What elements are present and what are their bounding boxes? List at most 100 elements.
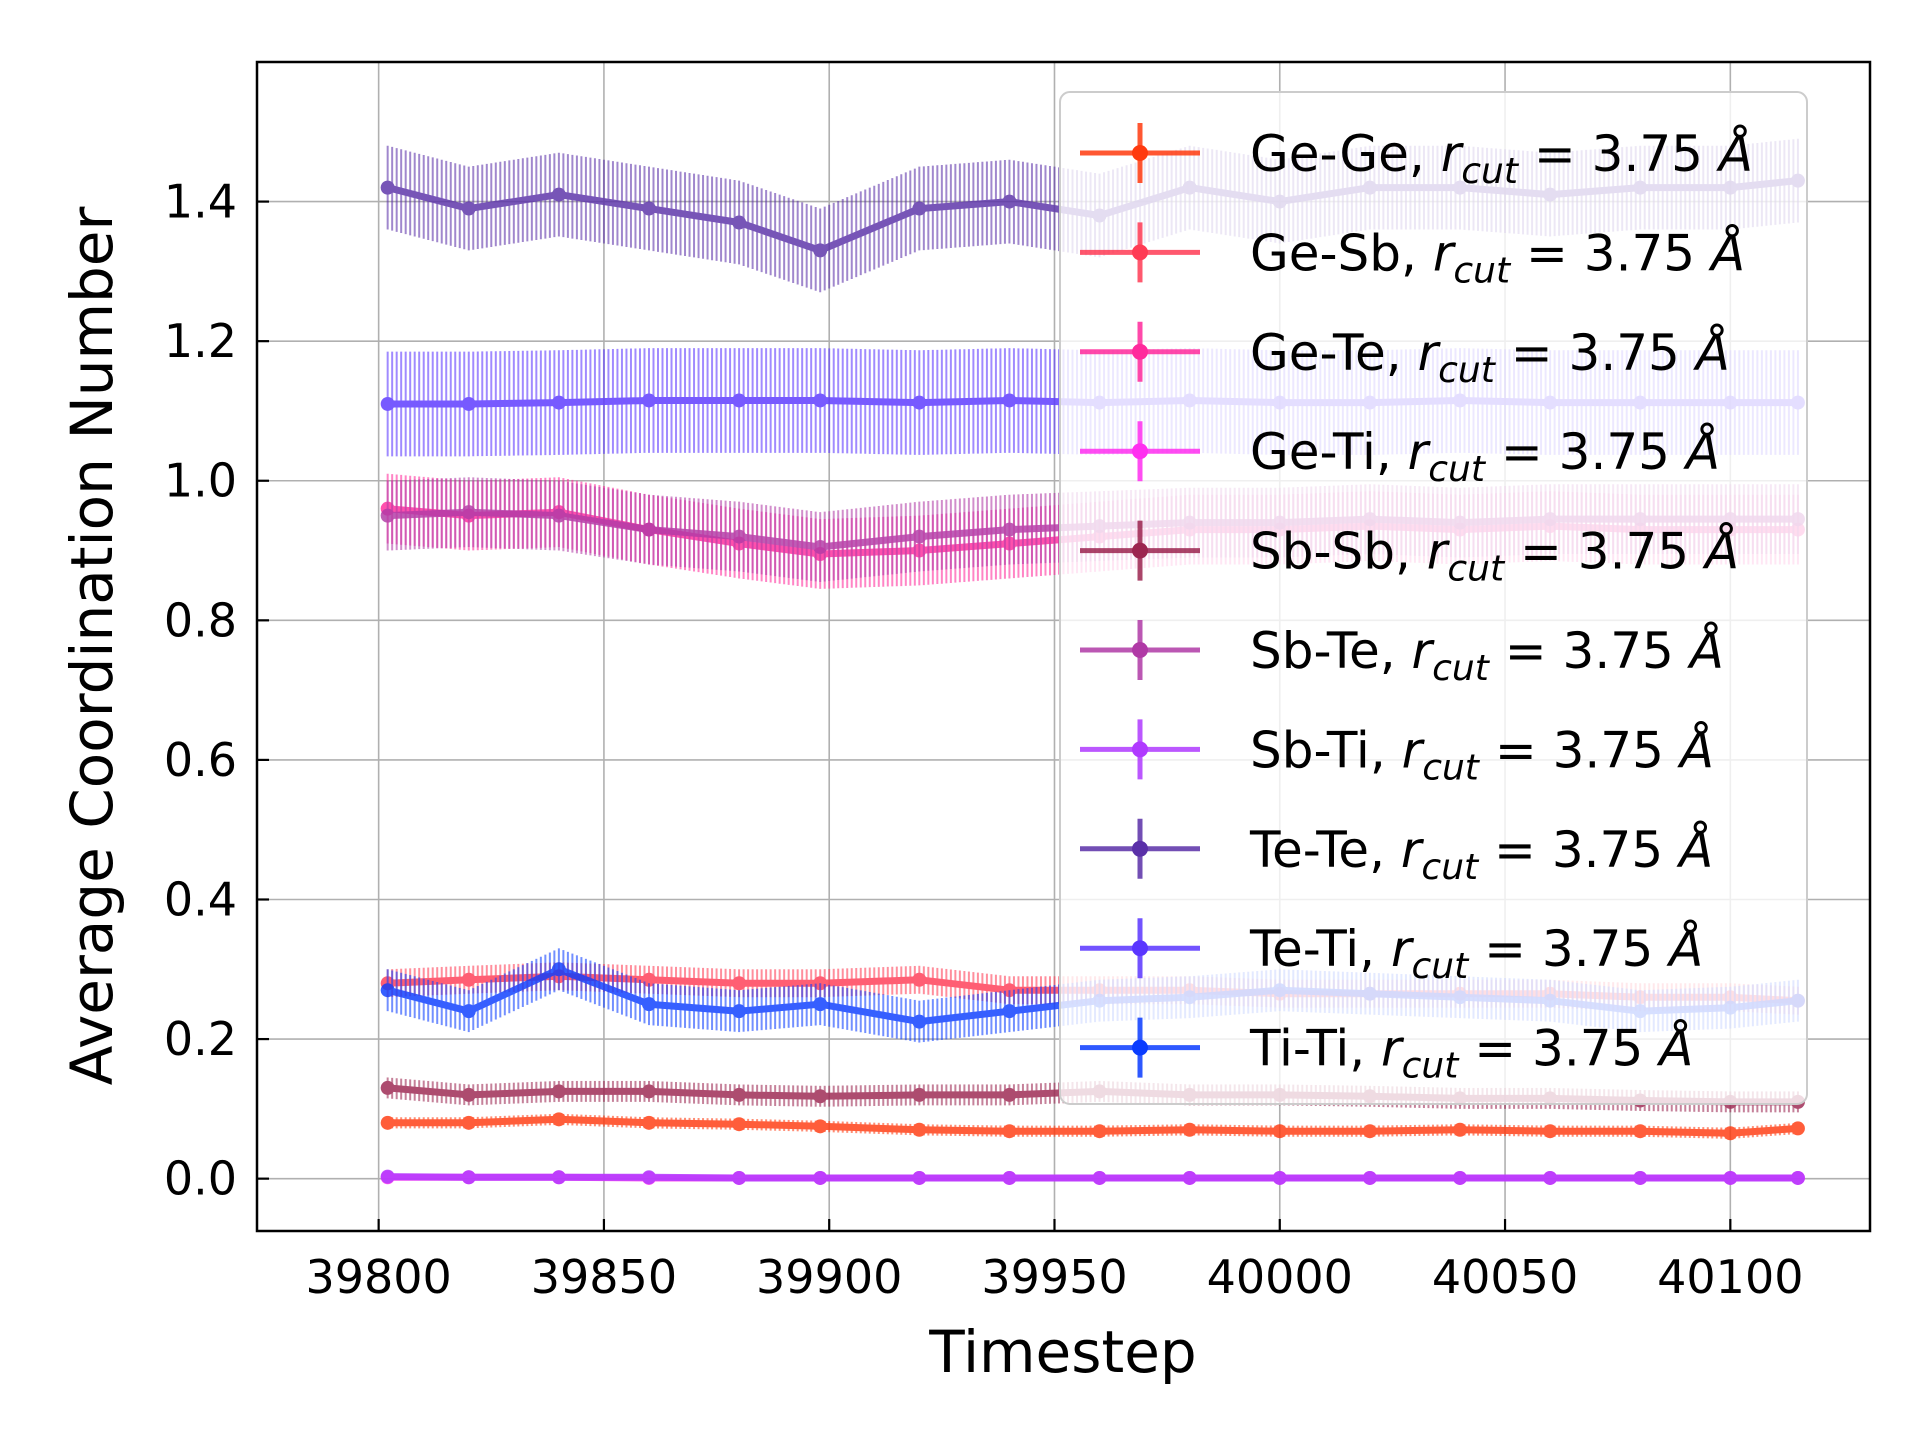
y-tick-label: 0.2: [164, 1012, 237, 1066]
data-point: [380, 396, 395, 411]
data-point: [912, 529, 927, 544]
legend-label: Sb-Te, rcut = 3.75 Å: [1250, 622, 1724, 689]
legend-marker: [1132, 145, 1148, 161]
data-point: [1543, 1124, 1558, 1139]
data-point: [1633, 1124, 1648, 1139]
x-axis-title: Timestep: [928, 1318, 1196, 1386]
data-point: [1362, 1170, 1377, 1185]
data-point: [461, 1004, 476, 1019]
legend-label: Ge-Ge, rcut = 3.75 Å: [1250, 125, 1753, 192]
legend-label: Te-Ti, rcut = 3.75 Å: [1249, 920, 1703, 987]
data-point: [1002, 1004, 1017, 1019]
data-point: [461, 1170, 476, 1185]
data-point: [912, 1087, 927, 1102]
data-point: [461, 505, 476, 520]
data-point: [1272, 1124, 1287, 1139]
legend-marker: [1132, 840, 1148, 857]
data-point: [380, 1115, 395, 1130]
legend-label: Ti-Ti, rcut = 3.75 Å: [1249, 1020, 1693, 1087]
data-point: [813, 1119, 828, 1134]
y-axis-title: Average Coordination Number: [58, 207, 126, 1086]
data-point: [641, 997, 656, 1012]
legend: Ge-Ge, rcut = 3.75 Å Ge-Sb, rcut = 3.75 Å…: [1059, 91, 1808, 1105]
data-point: [1452, 1170, 1467, 1185]
legend-label: Sb-Ti, rcut = 3.75 Å: [1250, 721, 1714, 788]
data-point: [641, 1115, 656, 1130]
data-point: [551, 1170, 566, 1185]
data-point: [551, 508, 566, 523]
data-point: [732, 1117, 747, 1132]
data-point: [380, 508, 395, 523]
plot-frame: [255, 60, 1872, 1233]
data-point: [1362, 1124, 1377, 1139]
data-point: [732, 529, 747, 544]
data-point: [641, 201, 656, 216]
data-point: [1723, 1170, 1738, 1185]
y-tick-label: 1.0: [164, 454, 237, 508]
data-point: [551, 395, 566, 410]
legend-item-sb-ti: Sb-Ti, rcut = 3.75 Å: [1080, 719, 1714, 788]
data-point: [551, 1112, 566, 1127]
legend-label: Sb-Sb, rcut = 3.75 Å: [1250, 523, 1739, 590]
data-point: [551, 962, 566, 977]
legend-item-te-ti: Te-Ti, rcut = 3.75 Å: [1080, 918, 1703, 987]
data-point: [380, 180, 395, 195]
legend-item-ge-sb: Ge-Sb, rcut = 3.75 Å: [1080, 222, 1745, 291]
y-tick-label: 0.8: [164, 593, 237, 647]
data-point: [912, 1122, 927, 1137]
data-point: [461, 1087, 476, 1102]
series-ge-ge: [380, 1112, 1805, 1141]
legend-marker: [1132, 1039, 1148, 1056]
data-point: [1790, 1121, 1805, 1136]
data-point: [461, 1115, 476, 1130]
data-point: [461, 972, 476, 987]
data-point: [1790, 1170, 1805, 1185]
data-point: [1002, 393, 1017, 408]
y-tick-label: 1.2: [164, 314, 237, 368]
data-point: [1633, 1170, 1648, 1185]
x-tick-label: 40000: [1207, 1250, 1353, 1304]
legend-label: Ge-Ti, rcut = 3.75 Å: [1250, 423, 1720, 490]
data-point: [641, 393, 656, 408]
data-point: [1272, 1170, 1287, 1185]
legend-item-sb-te: Sb-Te, rcut = 3.75 Å: [1080, 620, 1724, 689]
data-point: [461, 396, 476, 411]
data-point: [1452, 1122, 1467, 1137]
data-point: [380, 1080, 395, 1095]
data-point: [1723, 1126, 1738, 1141]
legend-marker: [1132, 642, 1148, 658]
data-point: [813, 393, 828, 408]
data-point: [912, 1014, 927, 1029]
x-tick-label: 39800: [305, 1250, 451, 1304]
legend-marker: [1132, 443, 1148, 460]
legend-marker: [1132, 343, 1148, 360]
data-point: [641, 522, 656, 537]
legend-label: Ge-Sb, rcut = 3.75 Å: [1250, 224, 1745, 291]
data-point: [732, 215, 747, 230]
legend-item-ti-ti: Ti-Ti, rcut = 3.75 Å: [1080, 1017, 1693, 1087]
x-axis-ticks: 39800 39850 39900 39950 40000 40050 40100: [305, 1219, 1803, 1304]
data-point: [912, 972, 927, 987]
y-tick-label: 1.4: [164, 175, 237, 229]
data-point: [813, 1170, 828, 1185]
legend-item-te-te: Te-Te, rcut = 3.75 Å: [1080, 818, 1713, 888]
data-point: [641, 1170, 656, 1185]
data-point: [380, 1169, 395, 1184]
legend-item-ge-te: Ge-Te, rcut = 3.75 Å: [1080, 321, 1730, 391]
legend-marker: [1132, 542, 1148, 559]
data-point: [551, 187, 566, 202]
legend-marker: [1132, 741, 1148, 758]
y-tick-label: 0.6: [164, 733, 237, 787]
data-point: [912, 395, 927, 410]
legend-box: [1059, 91, 1808, 1105]
data-point: [732, 393, 747, 408]
series-sb-ti: [380, 1169, 1805, 1185]
data-point: [1002, 194, 1017, 209]
legend-item-sb-sb: Sb-Sb, rcut = 3.75 Å: [1080, 520, 1739, 590]
data-point: [732, 976, 747, 991]
data-point: [551, 1084, 566, 1099]
data-point: [813, 540, 828, 555]
data-point: [1182, 1170, 1197, 1185]
x-tick-label: 40050: [1432, 1250, 1578, 1304]
data-point: [813, 243, 828, 258]
